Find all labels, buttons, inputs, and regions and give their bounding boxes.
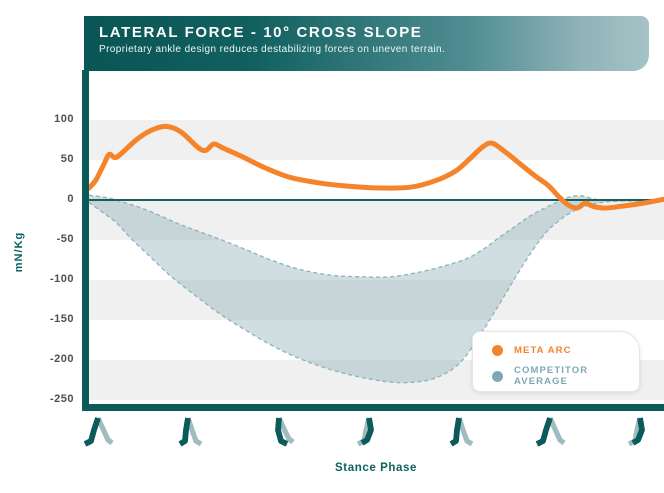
leg-shape (456, 417, 474, 447)
legend-item-meta-arc: META ARC (492, 345, 639, 356)
chart-canvas (89, 120, 664, 400)
y-tick-label: 0 (67, 193, 74, 205)
walking-legs-icon (535, 416, 566, 447)
leg-shape (185, 417, 203, 447)
y-tick-label: -100 (49, 273, 74, 285)
legend-label: META ARC (514, 345, 572, 356)
leg-shape (95, 416, 114, 446)
x-axis-line (82, 404, 664, 411)
y-tick-label: -250 (49, 393, 74, 405)
competitor-band-upper-edge (89, 194, 664, 278)
walking-legs-icon (178, 417, 203, 447)
y-tick-label: -150 (49, 313, 74, 325)
leg-shape (631, 417, 645, 446)
chart-header-banner: LATERAL FORCE - 10° CROSS SLOPE Propriet… (84, 16, 649, 71)
meta-arc-line (89, 123, 664, 211)
chart-plot-area (89, 76, 664, 404)
walking-legs-icon (274, 416, 295, 447)
leg-shape (274, 417, 288, 447)
leg-shape (535, 417, 553, 447)
legend-label: COMPETITOR AVERAGE (514, 365, 589, 387)
y-tick-label: 100 (54, 113, 74, 125)
competitor-band-lower-edge (89, 200, 664, 384)
legend-box: META ARC COMPETITOR AVERAGE (472, 331, 640, 392)
walking-legs-icon (627, 417, 645, 447)
gait-phase-icon-row (82, 414, 656, 448)
leg-shape (547, 416, 566, 446)
y-tick-label: -200 (49, 353, 74, 365)
leg-shape (83, 417, 101, 447)
y-axis-line (82, 70, 89, 411)
y-tick-label: -50 (56, 233, 74, 245)
chart-subtitle: Proprietary ankle design reduces destabi… (99, 44, 446, 55)
competitor-average-dot-icon (492, 370, 503, 382)
leg-shape (276, 416, 295, 445)
leg-shape (178, 417, 192, 447)
background-stripe (89, 120, 664, 160)
walking-legs-icon (449, 417, 474, 447)
leg-shape (360, 417, 374, 446)
x-axis-label: Stance Phase (335, 462, 417, 474)
chart-title: LATERAL FORCE - 10° CROSS SLOPE (99, 24, 423, 41)
leg-shape (449, 417, 463, 447)
walking-legs-icon (83, 416, 114, 447)
competitor-band-fill (89, 195, 664, 383)
meta-arc-dot-icon (492, 345, 503, 356)
walking-legs-icon (356, 417, 374, 447)
legend-item-competitor-average: COMPETITOR AVERAGE (492, 365, 639, 387)
y-tick-label: 50 (60, 153, 74, 165)
